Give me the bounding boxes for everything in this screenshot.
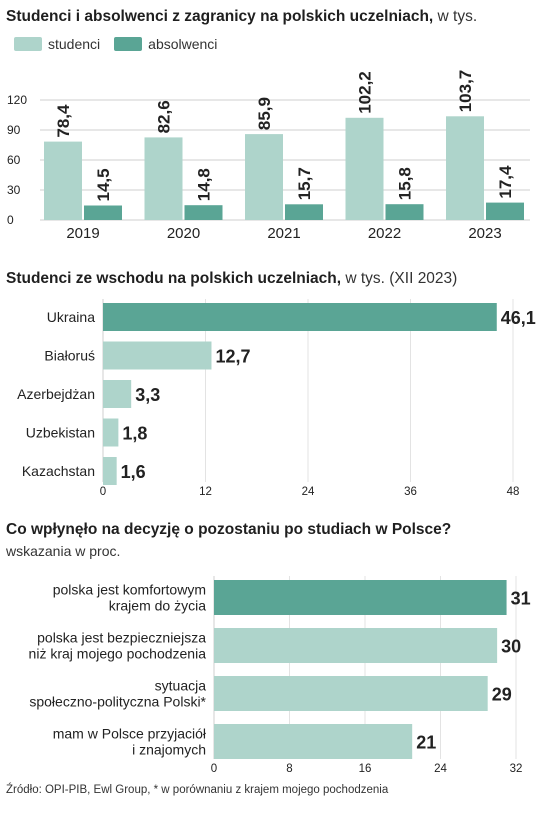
chart3-category-label: i znajomych xyxy=(132,742,206,758)
chart1-bar-absolwenci xyxy=(385,204,424,220)
chart3-xtick-label: 16 xyxy=(359,763,372,775)
chart1-plot: 0 30 60 90 120 78,4 14,5 2019 82,6 14,8 2020 85,9 15… xyxy=(7,70,530,242)
legend-label-studenci: studenci xyxy=(48,36,101,52)
chart1-ytick-label: 90 xyxy=(7,123,21,137)
chart1-bar-absolwenci xyxy=(486,202,524,220)
chart1-xtick-label: 2019 xyxy=(66,225,99,242)
legend-label-absolwenci: absolwenci xyxy=(148,36,218,52)
chart1-bar-studenci xyxy=(446,116,484,220)
chart1-data-label: 17,4 xyxy=(496,165,515,199)
chart2-xtick-label: 36 xyxy=(404,486,417,498)
chart2-bar xyxy=(103,341,212,370)
chart2-xtick-label: 24 xyxy=(302,486,315,498)
chart1-data-label: 102,2 xyxy=(356,71,375,114)
chart3-bar xyxy=(214,580,507,615)
chart1-title: Studenci i absolwenci z zagranicy na pol… xyxy=(6,8,477,26)
chart3-data-label: 29 xyxy=(492,685,512,705)
chart3-category-label: sytuacja xyxy=(155,678,207,694)
chart3-xtick-label: 32 xyxy=(510,763,523,775)
chart2-title: Studenci ze wschodu na polskich uczelnia… xyxy=(6,270,457,288)
chart3-xtick-label: 8 xyxy=(286,763,292,775)
chart2-category-label: Ukraina xyxy=(47,309,95,325)
chart3-subtitle: wskazania w proc. xyxy=(6,543,121,559)
chart1-bar-absolwenci xyxy=(285,204,323,220)
chart2-bar xyxy=(103,457,117,485)
chart1-data-label: 103,7 xyxy=(456,70,475,113)
chart1-xtick-label: 2021 xyxy=(267,225,300,242)
chart2-plot: 0 12 24 36 48 Ukraina 46,1 Białoruś 12,7 Azerbejd… xyxy=(17,299,536,498)
chart2-data-label: 1,6 xyxy=(121,462,146,482)
chart2-category-label: Białoruś xyxy=(44,348,95,364)
chart2-category-label: Uzbekistan xyxy=(26,425,95,441)
chart1-bar-studenci xyxy=(245,134,283,220)
legend-swatch-absolwenci xyxy=(114,37,143,51)
chart3-category-label: polska jest bezpieczniejsza xyxy=(37,630,206,646)
chart1-ytick-label: 30 xyxy=(7,183,21,197)
chart1-ytick-label: 60 xyxy=(7,153,21,167)
chart2-xtick-label: 12 xyxy=(199,486,212,498)
chart2-bar xyxy=(103,418,119,447)
chart2-bar xyxy=(103,303,497,331)
chart2-data-label: 1,8 xyxy=(122,424,147,444)
chart2-xtick-label: 48 xyxy=(507,486,520,498)
chart1-data-label: 78,4 xyxy=(54,104,73,138)
chart1-data-label: 14,8 xyxy=(195,168,214,201)
chart1-title-bold: Studenci i absolwenci z zagranicy na pol… xyxy=(6,8,434,25)
chart2-title-bold: Studenci ze wschodu na polskich uczelnia… xyxy=(6,270,342,287)
chart3-xtick-label: 24 xyxy=(434,763,447,775)
chart1-bar-studenci xyxy=(44,141,82,220)
chart1-title-unit: w tys. xyxy=(433,8,478,25)
chart1-bar-studenci xyxy=(144,137,183,220)
chart2-title-unit: w tys. (XII 2023) xyxy=(341,270,458,287)
chart2-category-label: Kazachstan xyxy=(22,463,95,479)
chart1-data-label: 14,5 xyxy=(94,168,113,201)
chart1-data-label: 15,7 xyxy=(295,167,314,200)
legend-swatch-studenci xyxy=(14,37,42,51)
chart3-category-label: społeczno-polityczna Polski* xyxy=(29,694,206,710)
chart1-data-label: 15,8 xyxy=(396,167,415,200)
chart2-data-label: 46,1 xyxy=(501,308,536,328)
chart2-bar xyxy=(103,380,132,408)
chart3-bar xyxy=(214,724,413,759)
chart1-ytick-label: 120 xyxy=(7,93,27,107)
chart3-category-label: niż kraj mojego pochodzenia xyxy=(29,646,207,662)
chart3-category-label: krajem do życia xyxy=(109,598,206,614)
chart2-data-label: 12,7 xyxy=(215,347,250,367)
legend-item-absolwenci: absolwenci xyxy=(114,36,217,52)
chart2-category-label: Azerbejdżan xyxy=(17,386,95,402)
chart2-xtick-label: 0 xyxy=(100,486,106,498)
chart1-xtick-label: 2023 xyxy=(468,225,501,242)
chart3-title: Co wpłynęło na decyzję o pozostaniu po s… xyxy=(6,521,451,539)
source-note: Źródło: OPI-PIB, Ewl Group, * w porównan… xyxy=(6,784,389,796)
legend-item-studenci: studenci xyxy=(14,36,100,52)
chart3-xtick-label: 0 xyxy=(211,763,217,775)
chart3-bar xyxy=(214,676,488,711)
chart3-data-label: 21 xyxy=(416,733,436,753)
chart3-category-label: polska jest komfortowym xyxy=(53,582,206,598)
chart1-xtick-label: 2020 xyxy=(167,225,200,242)
chart3-data-label: 31 xyxy=(511,589,531,609)
chart1-legend: studenci absolwenci xyxy=(14,36,231,52)
chart1-bar-studenci xyxy=(345,117,384,220)
chart1-bar-absolwenci xyxy=(84,205,122,220)
chart1-xtick-label: 2022 xyxy=(368,225,401,242)
chart3-category-label: mam w Polsce przyjaciół xyxy=(53,726,207,742)
chart1-data-label: 85,9 xyxy=(255,97,274,130)
chart1-ytick-label: 0 xyxy=(7,213,14,227)
chart2-data-label: 3,3 xyxy=(135,385,160,405)
chart3-title-bold: Co wpłynęło na decyzję o pozostaniu po s… xyxy=(6,521,452,538)
chart1-data-label: 82,6 xyxy=(155,100,174,133)
chart3-data-label: 30 xyxy=(501,637,521,657)
chart1-bar-absolwenci xyxy=(184,205,223,220)
chart3-bar xyxy=(214,628,498,663)
